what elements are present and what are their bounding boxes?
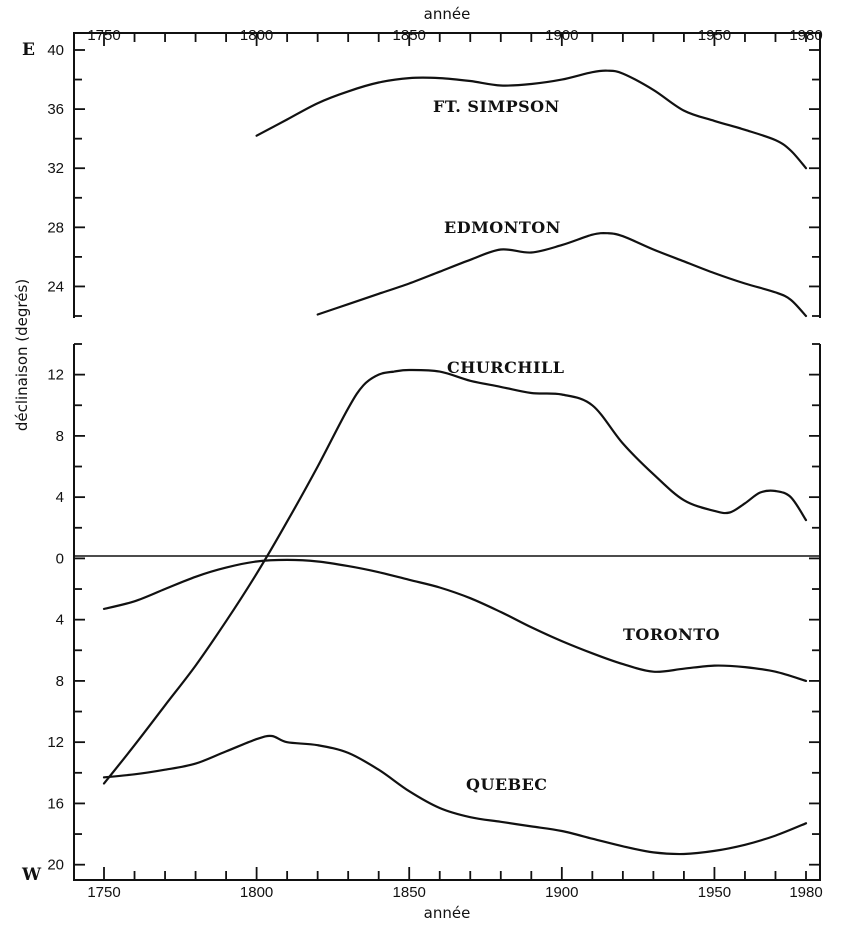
y-tick-label: 16 [47,795,64,812]
axis-ticks [74,33,820,880]
series-label-toronto: TORONTO [623,625,720,644]
y-tick-label: 24 [47,278,64,295]
x-tick-label-top: 1950 [698,27,731,44]
tick-labels: 1750 1800 1850 1900 1950 1980 1750 1800 1850 1900… [47,27,822,901]
y-tick-label: 32 [47,160,64,177]
x-axis-title-top: année [424,5,471,23]
x-tick-label-bottom: 1800 [240,884,273,901]
y-tick-label: 12 [47,734,64,751]
y-tick-label: 8 [56,428,64,445]
y-axis-title: déclinaison (degrés) [13,279,31,431]
x-tick-label-bottom: 1850 [393,884,426,901]
series-label-edmonton: EDMONTON [444,218,561,237]
plot-frame [73,32,821,881]
y-tick-label: 4 [56,612,64,629]
x-tick-label-bottom: 1900 [545,884,578,901]
series-line-toronto [102,558,808,682]
x-tick-label-bottom: 1980 [789,884,822,901]
series-line-edmonton [316,231,808,318]
series-lines [102,69,808,856]
x-tick-label-bottom: 1950 [698,884,731,901]
y-tick-label: 40 [47,42,64,59]
y-tick-label: 4 [56,489,64,506]
y-tick-label: 12 [47,367,64,384]
y-tick-label: 8 [56,673,64,690]
panel-gap [60,318,835,344]
series-label-quebec: QUEBEC [466,775,548,794]
east-label: E [22,40,35,60]
series-line-ft-simpson [255,69,808,170]
west-label: W [21,865,42,885]
series-label-churchill: CHURCHILL [447,358,564,377]
series-line-quebec [102,734,808,856]
y-tick-label: 20 [47,857,64,874]
x-tick-label-top: 1800 [240,27,273,44]
x-axis-title-bottom: année [424,904,471,922]
series-line-churchill [102,368,808,785]
series-label-ft-simpson: FT. SIMPSON [433,97,560,116]
x-tick-label-top: 1900 [545,27,578,44]
x-tick-label-top: 1850 [393,27,426,44]
x-tick-label-bottom: 1750 [87,884,120,901]
y-tick-label: 28 [47,219,64,236]
x-tick-label-top: 1980 [789,27,822,44]
y-tick-label: 36 [47,101,64,118]
y-tick-label: 0 [56,550,64,567]
x-tick-label-top: 1750 [87,27,120,44]
